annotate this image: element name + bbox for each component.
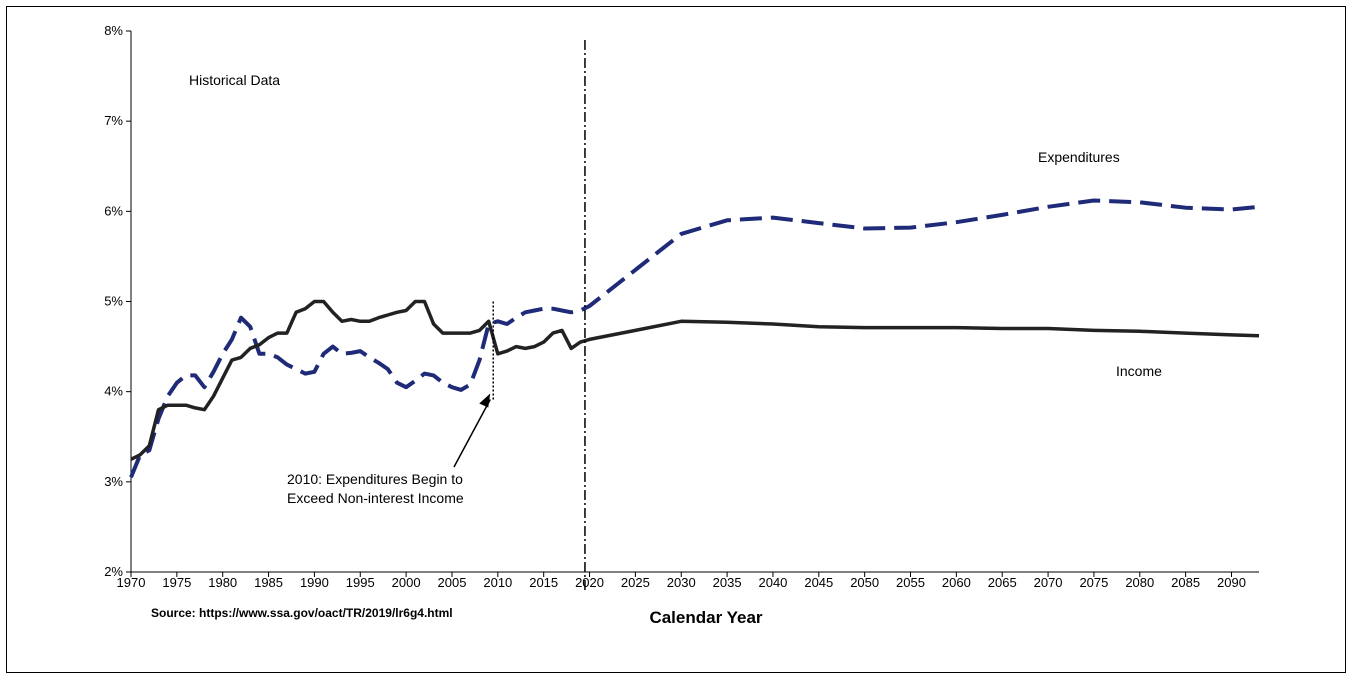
x-tick-label: 1995 [346, 575, 375, 590]
x-tick-label: 2025 [621, 575, 650, 590]
x-tick-label: 2060 [942, 575, 971, 590]
note-arrow-shaft [453, 399, 491, 468]
y-tick-label: 3% [104, 474, 123, 489]
note-line-1: 2010: Expenditures Begin to [287, 471, 463, 487]
x-tick-label: 2090 [1217, 575, 1246, 590]
expenditures-series-label: Expenditures [1038, 149, 1120, 165]
y-tick-label: 7% [104, 113, 123, 128]
x-tick-label: 2045 [804, 575, 833, 590]
y-tick-label: 2% [104, 564, 123, 579]
y-tick-label: 6% [104, 203, 123, 218]
x-tick-label: 2050 [850, 575, 879, 590]
note-arrow-head [479, 393, 491, 408]
x-tick-label: 2055 [896, 575, 925, 590]
x-tick-label: 1975 [162, 575, 191, 590]
historical-label: Historical Data [189, 72, 280, 88]
x-tick-label: 2010 [483, 575, 512, 590]
x-tick-label: 2015 [529, 575, 558, 590]
x-axis-label: Calendar Year [649, 608, 762, 627]
source-note: Source: https://www.ssa.gov/oact/TR/2019… [151, 606, 453, 620]
x-tick-label: 1980 [208, 575, 237, 590]
y-tick-label: 8% [104, 23, 123, 38]
x-tick-label: 2065 [988, 575, 1017, 590]
x-tick-label: 2000 [392, 575, 421, 590]
x-tick-label: 2075 [1079, 575, 1108, 590]
income-series-label: Income [1116, 363, 1162, 379]
x-tick-label: 2085 [1171, 575, 1200, 590]
x-tick-label: 2005 [438, 575, 467, 590]
income-line [130, 299, 1260, 461]
x-tick-label: 2035 [713, 575, 742, 590]
chart-frame [6, 6, 1346, 673]
x-tick-label: 1970 [117, 575, 146, 590]
y-tick-label: 5% [104, 294, 123, 309]
expenditures-line [129, 198, 1260, 479]
x-tick-label: 2080 [1125, 575, 1154, 590]
x-tick-label: 2070 [1034, 575, 1063, 590]
note-line-2: Exceed Non-interest Income [287, 490, 464, 506]
y-tick-label: 4% [104, 384, 123, 399]
x-tick-label: 2030 [667, 575, 696, 590]
x-tick-label: 1985 [254, 575, 283, 590]
x-tick-label: 1990 [300, 575, 329, 590]
x-tick-label: 2040 [758, 575, 787, 590]
x-tick-label: 2020 [575, 575, 604, 590]
